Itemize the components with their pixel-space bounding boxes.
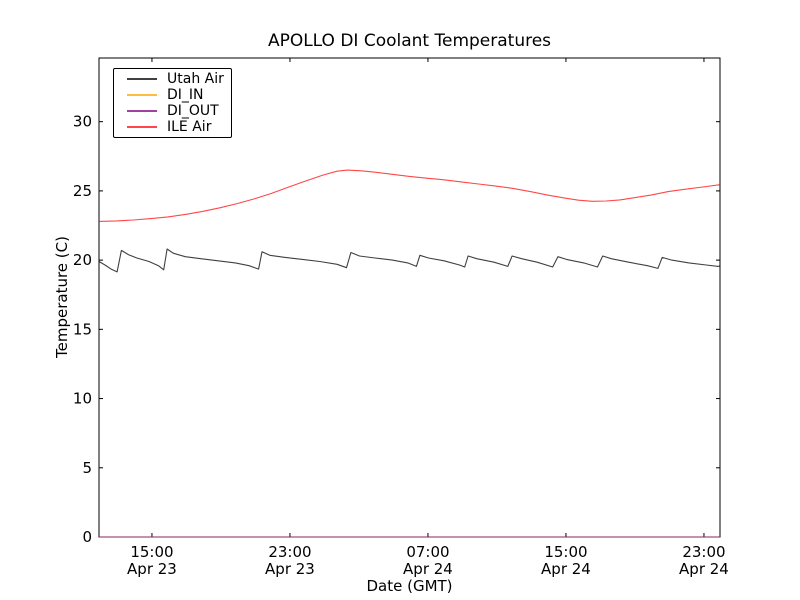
series-ile-air-line xyxy=(98,169,721,222)
chart-title: APOLLO DI Coolant Temperatures xyxy=(267,31,552,51)
legend-line-sample-di-out xyxy=(127,110,157,112)
x-axis-label: Date (GMT) xyxy=(366,577,453,595)
y-tick-label: 20 xyxy=(73,251,92,269)
x-tick-label-date: Apr 23 xyxy=(127,560,177,578)
y-axis-label: Temperature (C) xyxy=(53,236,71,358)
x-tick-label-time: 15:00 xyxy=(544,543,587,561)
legend-item-label: Utah Air xyxy=(167,71,224,87)
y-tick-label: 15 xyxy=(73,320,92,338)
x-tick-label-time: 07:00 xyxy=(406,543,449,561)
legend-item-label: DI_OUT xyxy=(167,103,219,119)
x-tick-label-date: Apr 24 xyxy=(679,560,729,578)
legend-line-sample-utah-air xyxy=(127,78,157,80)
legend-item-ile-air: ILE Air xyxy=(114,119,231,135)
x-tick-label-time: 15:00 xyxy=(130,543,173,561)
y-tick-label: 10 xyxy=(73,390,92,408)
legend-item-label: ILE Air xyxy=(167,119,212,135)
legend-item-label: DI_IN xyxy=(167,87,204,103)
y-tick-label: 30 xyxy=(73,113,92,131)
y-tick-label: 5 xyxy=(82,459,92,477)
x-tick-label-date: Apr 24 xyxy=(541,560,591,578)
x-tick-label-time: 23:00 xyxy=(268,543,311,561)
legend-item-utah-air: Utah Air xyxy=(114,71,231,87)
x-tick-label-date: Apr 24 xyxy=(403,560,453,578)
series-utah-air-line xyxy=(98,248,721,273)
x-tick-label-date: Apr 23 xyxy=(265,560,315,578)
legend-line-sample-di-in xyxy=(127,94,157,96)
legend-line-sample-ile-air xyxy=(127,126,157,128)
legend-item-di-out: DI_OUT xyxy=(114,103,231,119)
y-tick-label: 25 xyxy=(73,182,92,200)
legend-item-di-in: DI_IN xyxy=(114,87,231,103)
x-tick-label-time: 23:00 xyxy=(682,543,725,561)
y-tick-label: 0 xyxy=(82,528,92,546)
legend: Utah Air DI_IN DI_OUT ILE Air xyxy=(113,68,232,138)
